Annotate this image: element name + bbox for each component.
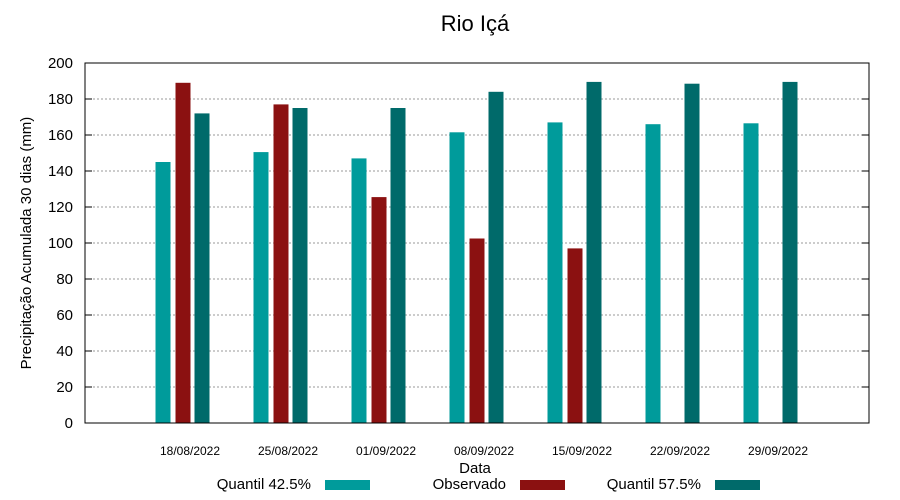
x-tick-label-0: 18/08/2022 [160,444,220,458]
bar-s2-c3 [488,91,504,424]
bar-s2-c5 [684,83,700,423]
x-axis-label: Data [459,460,491,477]
legend-swatch-0 [325,480,370,490]
y-axis-label: Precipitação Acumulada 30 dias (mm) [18,117,35,370]
x-tick-label-4: 15/09/2022 [552,444,612,458]
bar-s0-c4 [547,122,563,424]
legend-swatch-2 [715,480,760,490]
bar-s2-c0 [194,113,210,424]
y-tick-label-60: 60 [56,307,73,324]
y-axis-ticks: 0 20 40 60 80 100 120 140 160 180 200 [48,55,869,432]
legend-label-2: Quantil 57.5% [607,476,701,493]
x-axis-ticks: 18/08/2022 25/08/2022 01/09/2022 08/09/2022… [160,444,808,458]
y-tick-label-200: 200 [48,55,73,72]
bar-s2-c4 [586,81,602,424]
bars [155,81,798,424]
plot-frame [84,62,870,424]
bar-s0-c1 [253,152,269,423]
bar-s2-c1 [292,108,308,423]
legend: Quantil 42.5% Observado Quantil 57.5% [217,476,760,493]
bar-s0-c5 [645,124,661,423]
x-tick-label-3: 08/09/2022 [454,444,514,458]
bar-s1-c0 [175,82,191,424]
y-tick-label-180: 180 [48,91,73,108]
y-tick-label-20: 20 [56,379,73,396]
y-tick-label-40: 40 [56,343,73,360]
bar-s0-c3 [449,132,465,424]
bar-s2-c2 [390,108,406,423]
bar-s0-c6 [743,123,759,424]
legend-label-1: Observado [433,476,506,493]
x-tick-label-2: 01/09/2022 [356,444,416,458]
bar-s2-c6 [782,81,798,424]
y-tick-label-120: 120 [48,199,73,216]
x-tick-label-6: 29/09/2022 [748,444,808,458]
y-tick-label-80: 80 [56,271,73,288]
x-tick-label-5: 22/09/2022 [650,444,710,458]
y-tick-label-160: 160 [48,127,73,144]
bar-s1-c4 [567,248,583,423]
x-tick-label-1: 25/08/2022 [258,444,318,458]
legend-label-0: Quantil 42.5% [217,476,311,493]
y-tick-label-140: 140 [48,163,73,180]
bar-s1-c3 [469,238,485,423]
bar-s0-c0 [155,162,171,423]
bar-s1-c2 [371,197,387,423]
y-tick-label-100: 100 [48,235,73,252]
y-tick-label-0: 0 [65,415,73,432]
bar-s1-c1 [273,104,289,424]
chart-title: Rio Içá [441,11,510,36]
legend-swatch-1 [520,480,565,490]
bar-s0-c2 [351,158,367,423]
